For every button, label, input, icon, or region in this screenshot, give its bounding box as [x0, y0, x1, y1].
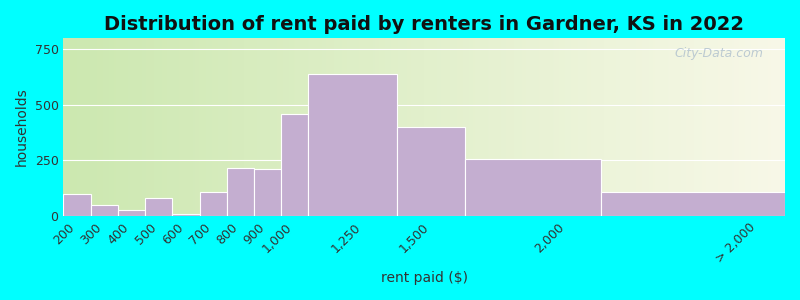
- X-axis label: rent paid ($): rent paid ($): [381, 271, 468, 285]
- Bar: [397, 127, 465, 216]
- Bar: [63, 194, 90, 216]
- Text: City-Data.com: City-Data.com: [674, 47, 763, 60]
- Bar: [90, 205, 118, 216]
- Bar: [199, 193, 226, 216]
- Y-axis label: households: households: [15, 88, 29, 166]
- Bar: [226, 168, 254, 216]
- Title: Distribution of rent paid by renters in Gardner, KS in 2022: Distribution of rent paid by renters in …: [104, 15, 744, 34]
- Bar: [172, 214, 199, 216]
- Bar: [465, 159, 602, 216]
- Bar: [118, 210, 145, 216]
- Bar: [145, 198, 172, 216]
- Bar: [282, 114, 309, 216]
- Bar: [254, 169, 282, 216]
- Bar: [602, 193, 785, 216]
- Bar: [309, 74, 397, 216]
